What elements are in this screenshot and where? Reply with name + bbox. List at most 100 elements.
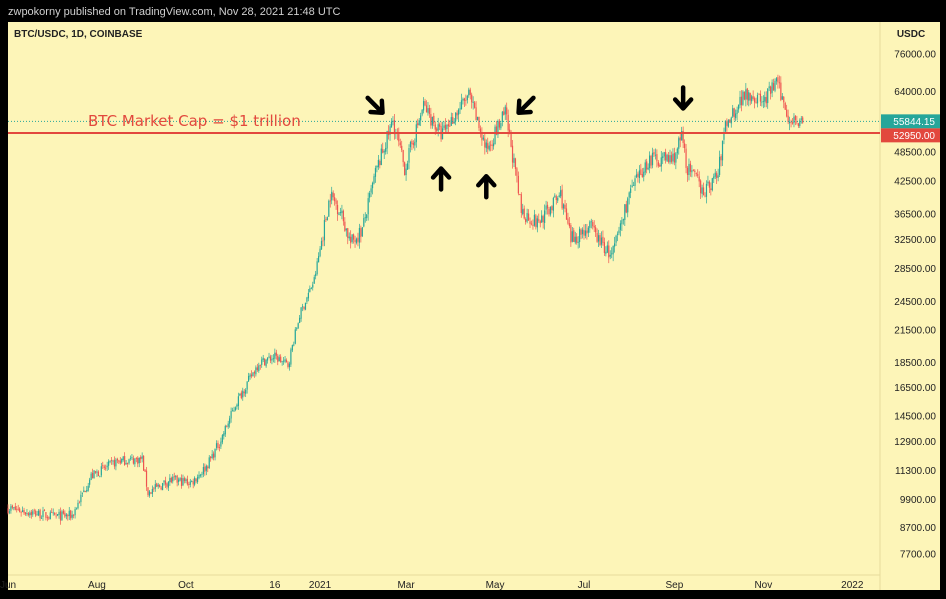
candle [253, 370, 256, 378]
candle [726, 118, 728, 132]
candle [256, 363, 258, 372]
candle [344, 217, 346, 232]
candle [328, 199, 330, 217]
arrow-down-right-icon [365, 95, 385, 115]
candle [740, 90, 743, 112]
candle [455, 112, 457, 126]
candle [29, 510, 31, 519]
candle [471, 92, 473, 109]
candle [780, 76, 782, 102]
candle [694, 169, 696, 177]
candle [100, 462, 102, 478]
candle [700, 179, 702, 200]
candle [796, 115, 798, 125]
candle [662, 152, 664, 165]
candle [802, 115, 804, 124]
candle [145, 466, 148, 491]
candle [106, 461, 108, 471]
candle [402, 149, 404, 167]
candle [83, 486, 85, 493]
y-tick-label: 21500.00 [894, 325, 936, 336]
candle [765, 91, 767, 108]
candle [554, 193, 556, 198]
candle [86, 485, 88, 493]
candle [538, 213, 540, 223]
candle [128, 458, 130, 465]
candle [208, 455, 210, 469]
candle [548, 206, 550, 217]
candle [275, 349, 277, 360]
candle [459, 102, 461, 114]
candle [614, 236, 616, 253]
candle [711, 177, 713, 192]
candle [27, 512, 30, 517]
candle [266, 356, 269, 364]
candle [332, 190, 334, 201]
candle [640, 163, 642, 176]
candle [198, 471, 200, 480]
candle [590, 218, 592, 229]
candle [214, 448, 216, 461]
candle [364, 212, 366, 223]
candle [777, 74, 779, 89]
candle [688, 158, 690, 181]
y-tick-label: 28500.00 [894, 264, 936, 275]
candle [567, 212, 569, 225]
candle [108, 459, 110, 470]
candle [297, 322, 299, 329]
publisher-line: zwpokorny published on TradingView.com, … [8, 6, 341, 18]
candle [61, 509, 63, 521]
candle [71, 510, 73, 520]
candle [517, 171, 519, 196]
candle [707, 175, 709, 186]
candle [185, 477, 187, 484]
candle [218, 444, 221, 452]
x-tick-label: Oct [178, 580, 194, 591]
candle [45, 512, 47, 521]
candle [752, 90, 754, 101]
candle [399, 138, 401, 148]
candle [367, 192, 369, 221]
candle [17, 504, 19, 511]
candle [692, 169, 694, 172]
candle [533, 209, 536, 227]
candle [322, 236, 324, 247]
candle [358, 223, 361, 249]
candle [186, 475, 188, 486]
candle [102, 461, 104, 469]
candle [732, 104, 734, 118]
candle [676, 147, 678, 159]
candle [141, 452, 143, 463]
candle [348, 232, 350, 241]
candle [686, 166, 689, 182]
candle [758, 93, 760, 95]
candle [786, 104, 788, 118]
candle [498, 118, 501, 130]
candle [153, 486, 155, 492]
candle [630, 184, 632, 199]
candle [679, 133, 681, 148]
candle [721, 140, 724, 166]
candle [691, 165, 693, 178]
candle [727, 119, 729, 128]
candles [7, 74, 804, 525]
candle [401, 140, 403, 153]
candle [255, 365, 257, 377]
candle [207, 465, 209, 473]
candle [64, 510, 66, 519]
candle [452, 112, 454, 124]
candle [119, 457, 121, 465]
candle [135, 457, 137, 463]
candle [338, 211, 340, 216]
candle [581, 227, 584, 239]
candle [753, 96, 756, 109]
candle [73, 514, 75, 519]
candle [487, 137, 489, 155]
candle [304, 302, 307, 311]
candle [638, 165, 640, 184]
candle [300, 306, 302, 322]
candle [634, 175, 636, 191]
candle [456, 110, 458, 120]
candle [500, 121, 502, 131]
